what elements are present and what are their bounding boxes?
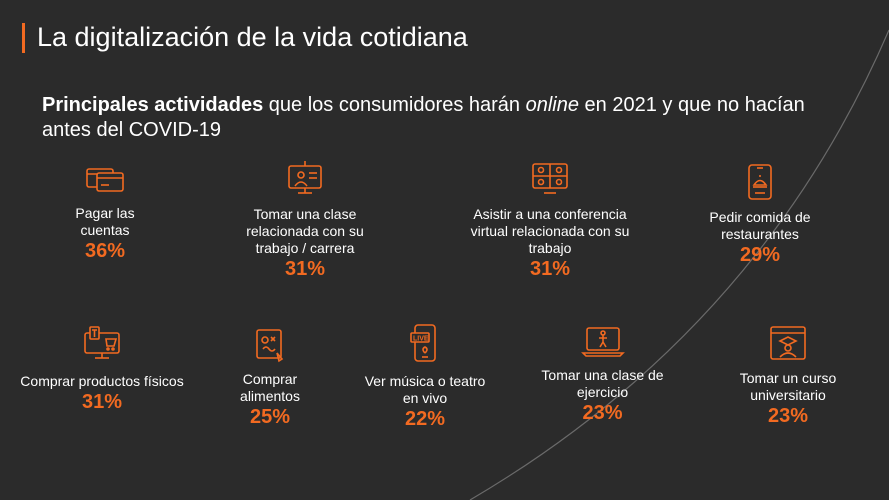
activity-label: Pagar las cuentas <box>75 205 135 238</box>
activity-label: Pedir comida de restaurantes <box>709 209 811 242</box>
online-shopping-icon <box>84 326 120 359</box>
credit-card-icon <box>86 168 124 192</box>
activity-label: Ver música o teatro en vivo <box>364 373 486 406</box>
activity-productos-fisicos: Comprar productos físicos 31% <box>12 325 192 414</box>
food-delivery-phone-icon <box>748 164 772 200</box>
activity-percentage: 25% <box>249 406 291 428</box>
activity-label: Tomar una clase relacionada con su traba… <box>246 206 364 256</box>
page-title: La digitalización de la vida cotidiana <box>37 22 468 52</box>
grocery-tablet-icon <box>256 329 284 363</box>
page-subtitle: Principales actividades que los consumid… <box>42 93 842 143</box>
activity-pedir-comida: Pedir comida de restaurantes 29% <box>690 163 830 267</box>
activity-percentage: 22% <box>404 408 446 430</box>
video-conference-icon <box>532 163 568 194</box>
subtitle-part1: que los consumidores harán <box>263 94 526 116</box>
activity-percentage: 31% <box>81 391 123 413</box>
activity-percentage: 31% <box>529 258 571 280</box>
graduation-screen-icon <box>770 326 806 360</box>
activity-label: Asistir a una conferencia virtual relaci… <box>470 206 630 256</box>
activity-clase-ejercicio: Tomar una clase de ejercicio 23% <box>530 325 675 425</box>
activity-clase-trabajo: Tomar una clase relacionada con su traba… <box>225 160 385 281</box>
activity-percentage: 31% <box>284 258 326 280</box>
activity-label: Comprar alimentos <box>240 371 300 404</box>
activity-musica-teatro: LIVE Ver música o teatro en vivo 22% <box>355 323 495 431</box>
activity-label: Comprar productos físicos <box>20 373 184 389</box>
exercise-laptop-icon <box>580 327 625 357</box>
activity-percentage: 29% <box>739 244 781 266</box>
svg-text:LIVE: LIVE <box>413 336 429 343</box>
activity-percentage: 36% <box>84 240 126 262</box>
activity-comprar-alimentos: Comprar alimentos 25% <box>220 327 320 429</box>
activity-curso-universitario: Tomar un curso universitario 23% <box>718 324 858 428</box>
online-class-icon <box>288 161 322 194</box>
activity-label: Tomar un curso universitario <box>739 370 837 403</box>
activity-percentage: 23% <box>582 402 623 424</box>
activity-label: Tomar una clase de ejercicio <box>541 367 664 400</box>
title-accent-bar <box>22 23 25 53</box>
activity-pagar-cuentas: Pagar las cuentas 36% <box>45 163 165 263</box>
live-stream-phone-icon: LIVE <box>410 324 436 362</box>
subtitle-italic: online <box>525 94 579 116</box>
activity-conferencia-virtual: Asistir a una conferencia virtual relaci… <box>455 160 645 281</box>
activity-percentage: 23% <box>767 405 809 427</box>
subtitle-bold: Principales actividades <box>42 94 264 116</box>
subtitle-part2: en 2021 y que no hacían antes del COVID-… <box>42 94 805 141</box>
